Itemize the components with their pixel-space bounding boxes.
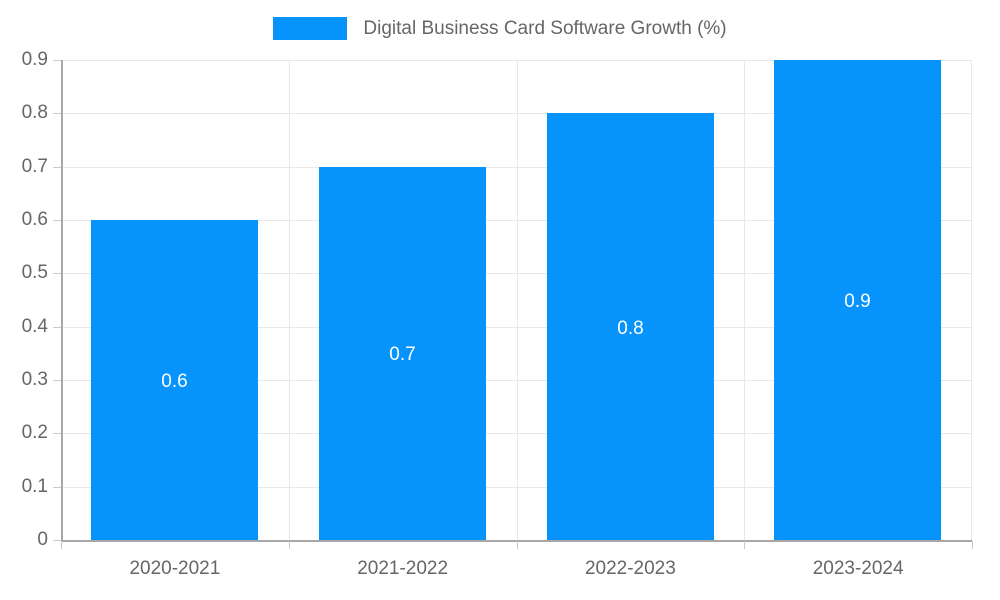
y-tick-mark-5 xyxy=(53,273,61,274)
y-tick-mark-4 xyxy=(53,327,61,328)
gridline-v-2 xyxy=(517,60,518,540)
gridline-h-1 xyxy=(61,487,972,488)
gridline-v-1 xyxy=(289,60,290,540)
gridline-h-6 xyxy=(61,220,972,221)
y-tick-mark-1 xyxy=(53,487,61,488)
x-tick-mark-4 xyxy=(972,541,973,549)
y-tick-2: 0.2 xyxy=(0,422,61,443)
y-tick-mark-2 xyxy=(53,433,61,434)
legend-label-series-1[interactable]: Digital Business Card Software Growth (%… xyxy=(363,17,727,39)
y-tick-mark-9 xyxy=(53,60,61,61)
x-axis-label-1: 2021-2022 xyxy=(357,558,449,579)
y-tick-mark-6 xyxy=(53,220,61,221)
y-tick-1: 0.1 xyxy=(0,476,61,497)
y-tick-5: 0.5 xyxy=(0,262,61,283)
gridline-h-7 xyxy=(61,167,972,168)
y-tick-mark-0 xyxy=(53,540,61,541)
gridline-h-2 xyxy=(61,433,972,434)
bar-value-label-2022-2023: 0.8 xyxy=(617,318,644,339)
y-tick-label-4: 0.4 xyxy=(21,316,48,337)
x-tick-mark-1 xyxy=(289,541,290,549)
gridline-h-8 xyxy=(61,113,972,114)
gridline-v-3 xyxy=(744,60,745,540)
bar-value-label-2023-2024: 0.9 xyxy=(844,291,871,312)
x-tick-mark-0 xyxy=(61,541,62,549)
y-tick-label-7: 0.7 xyxy=(21,156,48,177)
x-tick-mark-3 xyxy=(744,541,745,549)
y-tick-label-3: 0.3 xyxy=(21,369,48,390)
gridline-h-9 xyxy=(61,60,972,61)
bar-2021-2022[interactable] xyxy=(319,167,486,540)
y-tick-label-5: 0.5 xyxy=(21,262,48,283)
y-tick-4: 0.4 xyxy=(0,316,61,337)
plot-area: 0.6 0.7 0.8 0.9 xyxy=(61,60,972,541)
y-tick-mark-3 xyxy=(53,380,61,381)
bar-value-label-2021-2022: 0.7 xyxy=(389,344,416,365)
y-tick-label-1: 0.1 xyxy=(21,476,48,497)
y-tick-7: 0.7 xyxy=(0,156,61,177)
x-axis-label-2: 2022-2023 xyxy=(584,558,676,579)
x-axis-label-0: 2020-2021 xyxy=(129,558,221,579)
bar-2023-2024[interactable] xyxy=(774,60,941,540)
gridline-h-5 xyxy=(61,273,972,274)
y-tick-label-0: 0 xyxy=(37,529,48,550)
y-tick-3: 0.3 xyxy=(0,369,61,390)
bar-value-label-2020-2021: 0.6 xyxy=(161,371,188,392)
y-tick-label-8: 0.8 xyxy=(21,102,48,123)
bar-2022-2023[interactable] xyxy=(547,113,714,540)
y-axis-line xyxy=(61,60,63,541)
gridline-h-4 xyxy=(61,327,972,328)
y-tick-label-2: 0.2 xyxy=(21,422,48,443)
x-axis-line xyxy=(61,540,972,542)
gridline-v-4 xyxy=(971,60,972,540)
y-tick-mark-7 xyxy=(53,167,61,168)
bar-2020-2021[interactable] xyxy=(91,220,258,540)
y-tick-6: 0.6 xyxy=(0,209,61,230)
y-tick-label-6: 0.6 xyxy=(21,209,48,230)
x-tick-mark-2 xyxy=(517,541,518,549)
x-axis-label-3: 2023-2024 xyxy=(812,558,904,579)
y-tick-0: 0 xyxy=(0,529,61,550)
gridline-h-3 xyxy=(61,380,972,381)
y-tick-8: 0.8 xyxy=(0,102,61,123)
y-tick-label-9: 0.9 xyxy=(21,49,48,70)
chart-legend: Digital Business Card Software Growth (%… xyxy=(0,10,1000,46)
legend-swatch-series-1[interactable] xyxy=(273,16,348,40)
y-tick-9: 0.9 xyxy=(0,49,61,70)
y-tick-mark-8 xyxy=(53,113,61,114)
